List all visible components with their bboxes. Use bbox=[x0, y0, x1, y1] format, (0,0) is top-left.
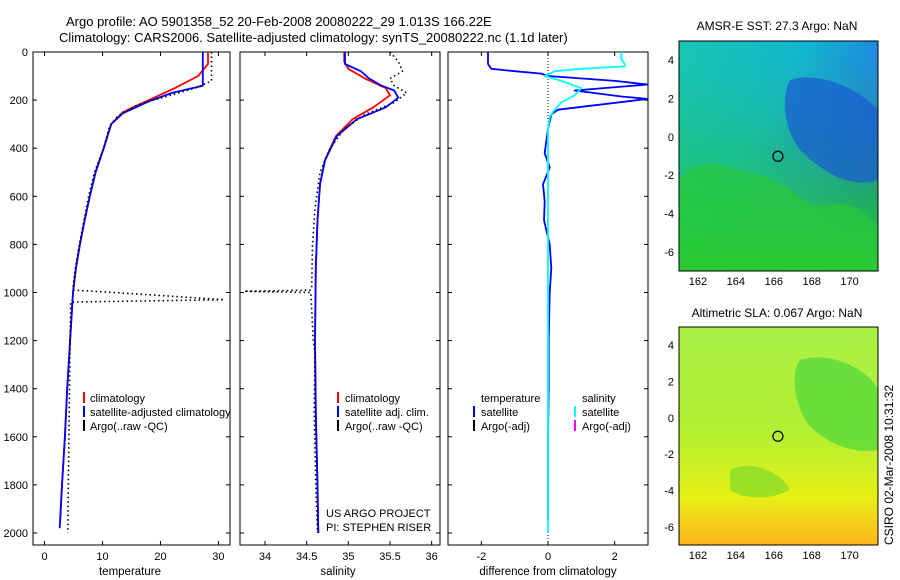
sst-argo-location-marker bbox=[772, 150, 784, 162]
timestamp-label: CSIRO 02-Mar-2008 10:31:32 bbox=[882, 385, 896, 545]
diff-xtick-label: 2 bbox=[612, 551, 618, 563]
temperature-legend-argo: Argo(..raw -QC) bbox=[90, 421, 168, 433]
sst-ytick-label: 2 bbox=[668, 94, 674, 106]
salinity-legend-satellite: satellite adj. clim. bbox=[345, 407, 429, 419]
sst-map bbox=[678, 40, 879, 272]
sst-xtick-label: 168 bbox=[802, 276, 820, 288]
sla-xtick-label: 170 bbox=[840, 550, 858, 562]
sst-map-warm-region bbox=[679, 163, 878, 271]
difference-legend: temperature satellite Argo(-adj) salinit… bbox=[473, 393, 631, 433]
salinity-axes bbox=[239, 51, 441, 546]
temp-ytick-label: 200 bbox=[10, 95, 28, 107]
salinity-legend-climatology: climatology bbox=[345, 393, 401, 405]
project-label: US ARGO PROJECT bbox=[326, 508, 431, 520]
sla-xtick-label: 164 bbox=[727, 550, 745, 562]
temp-ytick-label: 1400 bbox=[4, 384, 28, 396]
difference-legend-sal-satellite: satellite bbox=[582, 407, 619, 419]
temp-ytick-label: 1000 bbox=[4, 287, 28, 299]
temp-ytick-label: 1200 bbox=[4, 336, 28, 348]
difference-xlabel: difference from climatology bbox=[479, 566, 616, 578]
sla-ytick-label: 4 bbox=[668, 340, 674, 352]
sst-ytick-label: 4 bbox=[668, 55, 674, 67]
temperature-legend: climatology satellite-adjusted climatolo… bbox=[83, 392, 231, 433]
temperature-legend-climatology: climatology bbox=[90, 393, 146, 405]
sla-xtick-label: 162 bbox=[689, 550, 707, 562]
difference-legend-temp-argo: Argo(-adj) bbox=[481, 421, 530, 433]
sal-xtick-label: 36 bbox=[426, 551, 438, 563]
sla-map-title: Altimetric SLA: 0.067 Argo: NaN bbox=[692, 306, 863, 320]
sal-series-group bbox=[243, 52, 408, 534]
difference-legend-temp-satellite: satellite bbox=[481, 407, 518, 419]
difference-legend-salinity-header: salinity bbox=[582, 393, 616, 405]
sla-map-low-region bbox=[794, 357, 878, 451]
difference-legend-temperature-header: temperature bbox=[481, 393, 540, 405]
sla-ytick-label: 2 bbox=[668, 377, 674, 389]
salinity-xlabel: salinity bbox=[320, 566, 355, 578]
sla-xtick-label: 168 bbox=[802, 550, 820, 562]
sst-map-cold-region bbox=[784, 77, 878, 183]
sal-xtick-label: 35.5 bbox=[379, 551, 400, 563]
temp-ytick-label: 800 bbox=[10, 239, 28, 251]
sal-xtick-label: 34 bbox=[259, 551, 271, 563]
diff-xtick-label: 0 bbox=[545, 551, 551, 563]
sla-xtick-label: 166 bbox=[765, 550, 783, 562]
temperature-legend-satellite: satellite-adjusted climatology bbox=[90, 407, 231, 419]
difference-legend-sal-argo: Argo(-adj) bbox=[582, 421, 631, 433]
temp-xtick-label: 20 bbox=[154, 551, 166, 563]
temp-xtick-label: 30 bbox=[212, 551, 224, 563]
sst-ytick-label: -2 bbox=[664, 170, 674, 182]
figure-title-line2: Climatology: CARS2006. Satellite-adjuste… bbox=[59, 30, 568, 45]
sst-xtick-label: 170 bbox=[840, 276, 858, 288]
diff-xtick-label: -2 bbox=[476, 551, 486, 563]
sst-map-title: AMSR-E SST: 27.3 Argo: NaN bbox=[697, 19, 858, 33]
pi-label: PI: STEPHEN RISER bbox=[326, 522, 431, 534]
sla-argo-location-marker bbox=[772, 430, 784, 442]
sla-argo-marker-group bbox=[772, 430, 784, 442]
temperature-xlabel: temperature bbox=[99, 566, 161, 578]
temp-xtick-label: 0 bbox=[42, 551, 48, 563]
temp-series-group bbox=[58, 52, 225, 534]
sla-map bbox=[678, 326, 879, 546]
diff-series-salinity-satellite bbox=[543, 52, 626, 533]
temp-ytick-label: 1600 bbox=[4, 432, 28, 444]
sst-ytick-label: -6 bbox=[664, 247, 674, 259]
salinity-legend: climatology satellite adj. clim. Argo(..… bbox=[337, 392, 429, 433]
temp-xtick-label: 10 bbox=[96, 551, 108, 563]
sst-xtick-label: 162 bbox=[689, 276, 707, 288]
sla-ytick-label: 0 bbox=[668, 413, 674, 425]
sst-xtick-label: 164 bbox=[727, 276, 745, 288]
temp-ytick-label: 600 bbox=[10, 191, 28, 203]
temperature-axes bbox=[32, 51, 231, 546]
sla-ytick-label: -6 bbox=[664, 522, 674, 534]
diff-series-group bbox=[487, 52, 648, 533]
sst-xtick-label: 166 bbox=[765, 276, 783, 288]
sst-ytick-label: 0 bbox=[668, 132, 674, 144]
temp-ytick-label: 0 bbox=[22, 47, 28, 59]
sst-ytick-label: -4 bbox=[664, 209, 674, 221]
sla-ytick-label: -4 bbox=[664, 486, 674, 498]
sal-xtick-label: 34.5 bbox=[296, 551, 317, 563]
sst-argo-marker-group bbox=[772, 150, 784, 162]
sla-map-low-region-2 bbox=[730, 466, 790, 498]
salinity-legend-argo: Argo(..raw -QC) bbox=[345, 421, 423, 433]
sal-series-argo-raw-qc- bbox=[243, 52, 408, 534]
sst-map-frame bbox=[678, 40, 879, 272]
sla-map-frame bbox=[678, 326, 879, 546]
figure-title-line1: Argo profile: AO 5901358_52 20-Feb-2008 … bbox=[66, 14, 492, 29]
sla-ytick-label: -2 bbox=[664, 449, 674, 461]
temp-ytick-label: 400 bbox=[10, 143, 28, 155]
temp-ytick-label: 2000 bbox=[4, 528, 28, 540]
temp-ytick-label: 1800 bbox=[4, 480, 28, 492]
sal-xtick-label: 35 bbox=[342, 551, 354, 563]
sal-series-satellite-adj-clim- bbox=[314, 52, 400, 534]
